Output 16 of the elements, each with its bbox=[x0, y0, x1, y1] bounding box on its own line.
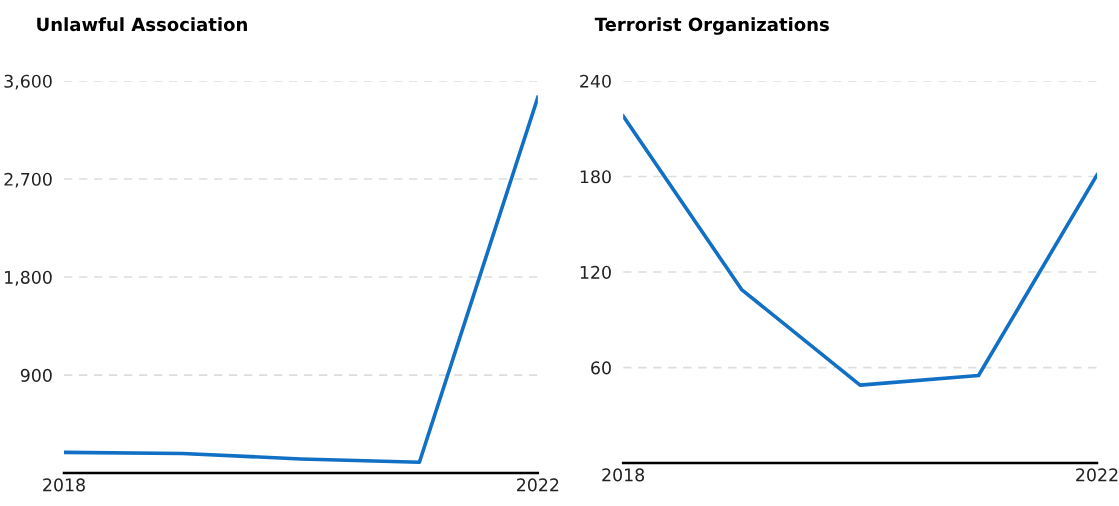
y-tick-label: 2,700 bbox=[4, 172, 52, 188]
x-tick-label: 2022 bbox=[517, 478, 559, 492]
x-tick-label: 2022 bbox=[1076, 468, 1118, 482]
y-tick-label: 60 bbox=[591, 361, 611, 375]
y-tick-label: 240 bbox=[580, 74, 611, 88]
line-series bbox=[64, 95, 538, 465]
chart-title: Unlawful Association bbox=[37, 17, 247, 32]
x-tick-label: 2018 bbox=[43, 478, 85, 492]
y-tick-label: 3,600 bbox=[4, 74, 52, 90]
y-tick-label: 180 bbox=[580, 170, 611, 184]
y-tick-label: 1,800 bbox=[5, 270, 52, 286]
x-tick-label: 2018 bbox=[602, 468, 645, 482]
line-series bbox=[623, 114, 1097, 387]
chart-title: Terrorist Organizations bbox=[594, 17, 829, 35]
y-tick-label: 900 bbox=[20, 368, 52, 382]
y-tick-label: 120 bbox=[580, 265, 611, 279]
